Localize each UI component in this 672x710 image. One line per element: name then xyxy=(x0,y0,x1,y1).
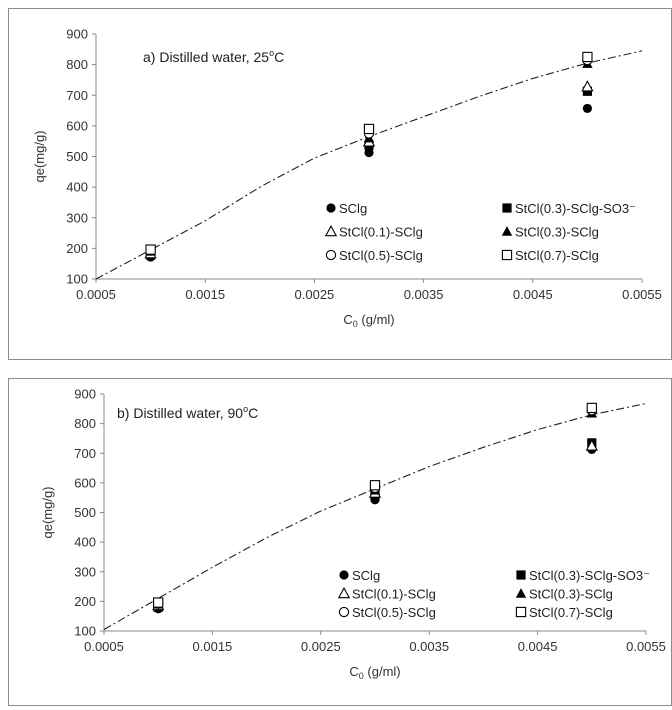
chart-a-series-6-point xyxy=(363,123,375,135)
chart-a-y-tick-label: 700 xyxy=(66,88,88,103)
chart-a-legend-label-6: StCl(0.7)-SClg xyxy=(515,248,599,263)
chart-a-legend-marker-2 xyxy=(502,203,512,213)
chart-a-legend-marker-4 xyxy=(501,226,513,236)
chart-a-series-6-point xyxy=(145,244,156,255)
chart-b-legend-label-3: StCl(0.1)-SClg xyxy=(352,587,436,602)
chart-a-y-tick-label: 600 xyxy=(66,118,88,133)
chart-a-legend-marker-3 xyxy=(324,224,338,237)
chart-a-y-tick-label: 100 xyxy=(66,272,88,287)
chart-a-x-axis-title: C0 (g/ml) xyxy=(343,312,394,329)
chart-b-y-tick-label: 600 xyxy=(74,475,96,490)
chart-b-legend-label-2: StCl(0.3)-SClg-SO3⁻ xyxy=(529,568,650,583)
chart-b-legend-label-5: StCl(0.5)-SClg xyxy=(352,605,436,620)
chart-a-legend-label-1: SClg xyxy=(339,201,367,216)
chart-b-series-3-point xyxy=(585,439,598,451)
chart-b-y-tick-label: 700 xyxy=(74,446,96,461)
chart-b-y-axis-title: qe(mg/g) xyxy=(40,486,55,538)
chart-b-y-tick-label: 900 xyxy=(74,387,96,402)
chart-b-series-6-point xyxy=(369,480,381,491)
chart-a-legend-label-4: StCl(0.3)-SClg xyxy=(515,225,599,240)
chart-a-x-tick-label: 0.0035 xyxy=(404,287,444,302)
chart-a-svg: 100 200 300 400 500 600 700 800 900 0.0005 0.0015 0… xyxy=(32,27,662,330)
chart-a-series-3-point xyxy=(581,80,594,92)
chart-panel-b: 100 200 300 400 500 600 700 800 900 0.0005 0.0015 0… xyxy=(8,378,672,706)
chart-a-legend-marker-5 xyxy=(325,249,337,261)
chart-b-x-tick-label: 0.0015 xyxy=(193,639,233,654)
chart-b-legend-label-6: StCl(0.7)-SClg xyxy=(529,605,613,620)
chart-a-title: a) Distilled water, 25oC xyxy=(143,48,284,65)
chart-b-legend-label-4: StCl(0.3)-SClg xyxy=(529,587,613,602)
chart-b-series-6-point xyxy=(586,402,597,414)
chart-b-legend-marker-5 xyxy=(338,606,350,618)
chart-a-y-tick-label: 500 xyxy=(66,149,88,164)
chart-a-series-1-point xyxy=(364,147,374,158)
chart-b-y-tick-label: 100 xyxy=(74,624,96,639)
chart-a-legend-label-5: StCl(0.5)-SClg xyxy=(339,248,423,263)
chart-b-legend-marker-6 xyxy=(515,606,527,618)
chart-b-title: b) Distilled water, 90oC xyxy=(117,404,258,421)
chart-a-fit-curve xyxy=(95,50,643,280)
chart-a-legend-marker-1 xyxy=(326,203,336,213)
chart-b-legend-marker-4 xyxy=(515,588,527,598)
chart-a-y-tick-label: 800 xyxy=(66,57,88,72)
chart-a-x-tick-label: 0.0005 xyxy=(76,287,116,302)
chart-b-y-tick-label: 500 xyxy=(74,505,96,520)
chart-a-y-tick-label: 900 xyxy=(66,27,88,42)
chart-b-x-axis-title: C0 (g/ml) xyxy=(349,664,400,681)
chart-b-svg: 100 200 300 400 500 600 700 800 900 0.0005 0.0015 0… xyxy=(40,387,666,682)
chart-b-legend-label-1: SClg xyxy=(352,568,380,583)
chart-a-series-6-point xyxy=(582,51,593,63)
chart-b-y-tick-label: 400 xyxy=(74,535,96,550)
chart-b-y-tick-label: 800 xyxy=(74,416,96,431)
chart-b-legend-marker-3 xyxy=(337,586,351,599)
chart-a-y-tick-label: 200 xyxy=(66,241,88,256)
chart-a-y-axis-title: qe(mg/g) xyxy=(32,130,47,182)
chart-a-legend-marker-6 xyxy=(501,249,513,261)
chart-a-x-tick-label: 0.0025 xyxy=(295,287,335,302)
chart-b-legend-marker-1 xyxy=(339,570,349,580)
chart-b-x-tick-label: 0.0045 xyxy=(518,639,558,654)
chart-a-legend-label-2: StCl(0.3)-SClg-SO3⁻ xyxy=(515,201,636,216)
chart-b-y-tick-label: 300 xyxy=(74,564,96,579)
chart-a-series-1-point xyxy=(582,103,593,114)
chart-a-x-tick-label: 0.0055 xyxy=(622,287,662,302)
chart-b-x-tick-label: 0.0005 xyxy=(84,639,124,654)
chart-b-x-tick-label: 0.0025 xyxy=(301,639,341,654)
chart-b-x-tick-label: 0.0055 xyxy=(626,639,666,654)
chart-b-x-tick-label: 0.0035 xyxy=(409,639,449,654)
chart-a-legend-label-3: StCl(0.1)-SClg xyxy=(339,225,423,240)
chart-b-series-6-point xyxy=(153,597,164,608)
chart-b-legend-marker-2 xyxy=(516,570,526,580)
chart-panel-a: 100 200 300 400 500 600 700 800 900 0.0005 0.0015 0… xyxy=(8,8,672,360)
chart-a-x-tick-label: 0.0045 xyxy=(513,287,553,302)
chart-a-y-tick-label: 400 xyxy=(66,180,88,195)
chart-a-x-tick-label: 0.0015 xyxy=(185,287,225,302)
chart-b-y-tick-label: 200 xyxy=(74,594,96,609)
chart-a-y-tick-label: 300 xyxy=(66,210,88,225)
